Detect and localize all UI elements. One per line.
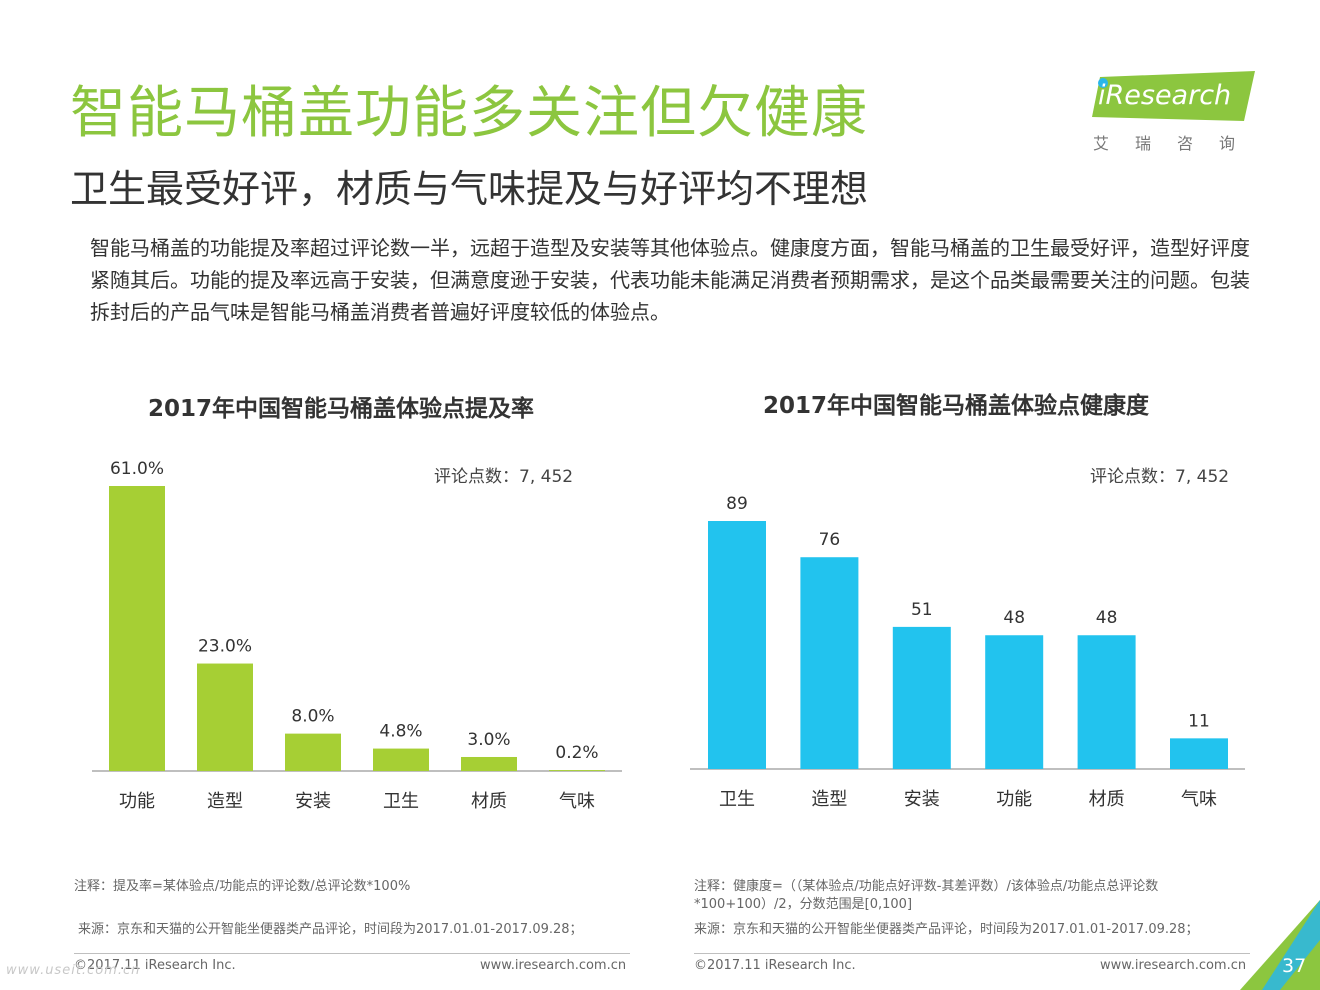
right-chart-comment-count: 评论点数：7, 452 — [1090, 467, 1230, 487]
left-chart-title: 2017年中国智能马桶盖体验点提及率 — [148, 396, 535, 422]
bar-value-label: 23.0% — [198, 637, 252, 657]
page-number: 37 — [1282, 955, 1307, 977]
bar-卫生 — [708, 521, 766, 769]
left-footer-copyright: ©2017.11 iResearch Inc. — [74, 958, 236, 973]
right-chart-note-line2: *100+100）/2，分数范围是[0,100] — [694, 897, 913, 912]
left-footer-divider — [74, 953, 630, 954]
bar-卫生 — [373, 748, 429, 771]
left-footer-website[interactable]: www.iresearch.com.cn — [480, 958, 627, 973]
bar-气味 — [549, 770, 605, 771]
right-bar-chart: 89 卫生 76 造型 51 安装 48 功能 48 材质 11 气味 — [690, 494, 1245, 810]
bar-材质 — [1077, 635, 1136, 769]
description-text: 智能马桶盖的功能提及率超过评论数一半，远超于造型及安装等其他体验点。健康度方面，… — [90, 236, 1250, 324]
bar-材质 — [461, 756, 517, 771]
bar-气味 — [1170, 738, 1228, 769]
right-chart-note-line1: 注释：健康度=（（某体验点/功能点好评数-其差评数）/该体验点/功能点总评论数 — [694, 879, 1159, 894]
right-footer-copyright: ©2017.11 iResearch Inc. — [694, 958, 856, 973]
right-footer-divider — [694, 953, 1250, 954]
bar-value-label: 48 — [1003, 608, 1025, 628]
logo-brand-text: iResearch — [1098, 80, 1232, 111]
bar-value-label: 8.0% — [291, 707, 334, 727]
category-label: 气味 — [559, 791, 595, 812]
bar-value-label: 0.2% — [555, 743, 598, 763]
page-subtitle: 卫生最受好评，材质与气味提及与好评均不理想 — [70, 167, 869, 211]
category-label: 功能 — [119, 791, 155, 812]
iresearch-logo — [1092, 71, 1255, 121]
bar-value-label: 3.0% — [467, 730, 510, 750]
category-label: 材质 — [1089, 789, 1125, 810]
bar-value-label: 61.0% — [110, 459, 164, 479]
bar-value-label: 89 — [726, 494, 748, 514]
bar-value-label: 48 — [1096, 608, 1118, 628]
bar-功能 — [109, 486, 165, 771]
category-label: 造型 — [811, 789, 847, 810]
bar-value-label: 11 — [1188, 711, 1210, 731]
left-chart-comment-count: 评论点数：7, 452 — [434, 467, 574, 487]
left-bar-chart: 61.0% 功能 23.0% 造型 8.0% 安装 4.8% 卫生 3.0% 材质 0.2% 气味 — [92, 459, 622, 812]
bar-value-label: 51 — [911, 600, 933, 620]
category-label: 造型 — [207, 791, 243, 812]
logo-chinese-text: 艾瑞咨询 — [1093, 134, 1262, 153]
category-label: 材质 — [471, 791, 507, 812]
category-label: 卫生 — [383, 791, 419, 812]
bar-造型 — [197, 663, 253, 771]
right-chart-source: 来源：京东和天猫的公开智能坐便器类产品评论，时间段为2017.01.01-201… — [694, 922, 1199, 937]
category-label: 功能 — [996, 789, 1032, 810]
left-chart-note: 注释：提及率=某体验点/功能点的评论数/总评论数*100% — [74, 879, 411, 894]
page-title: 智能马桶盖功能多关注但欠健康 — [70, 81, 868, 146]
category-label: 安装 — [904, 789, 940, 810]
category-label: 气味 — [1181, 789, 1217, 810]
bar-造型 — [800, 557, 859, 769]
right-footer-website[interactable]: www.iresearch.com.cn — [1100, 958, 1247, 973]
corner-decoration — [1240, 900, 1320, 990]
bar-功能 — [985, 635, 1044, 769]
category-label: 安装 — [295, 791, 331, 812]
category-label: 卫生 — [719, 789, 755, 810]
bar-value-label: 76 — [819, 530, 841, 550]
bar-安装 — [285, 733, 341, 771]
bar-安装 — [892, 626, 951, 769]
watermark: www.useit.com.cn — [6, 963, 141, 978]
right-chart-title: 2017年中国智能马桶盖体验点健康度 — [763, 393, 1150, 419]
bar-value-label: 4.8% — [379, 722, 422, 742]
left-chart-source: 来源：京东和天猫的公开智能坐便器类产品评论，时间段为2017.01.01-201… — [78, 922, 583, 937]
